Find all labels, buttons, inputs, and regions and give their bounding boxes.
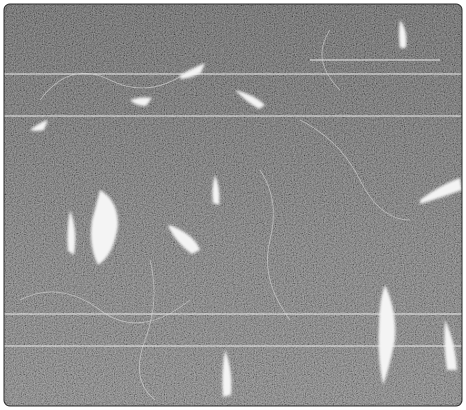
streak — [235, 90, 265, 109]
fiber — [321, 29, 341, 91]
streak — [168, 225, 200, 254]
streak — [130, 97, 152, 106]
streak — [212, 175, 220, 205]
streak — [67, 210, 76, 255]
fiber — [259, 169, 291, 321]
frame — [3, 3, 463, 407]
streak — [30, 120, 48, 131]
fiber — [39, 69, 191, 101]
photo — [4, 4, 462, 406]
streaks — [30, 20, 462, 397]
streak — [90, 190, 118, 265]
streak — [378, 285, 396, 385]
streak — [180, 63, 205, 79]
fiber — [299, 119, 411, 221]
streak — [420, 178, 462, 204]
fiber — [139, 259, 156, 401]
fiber — [19, 291, 191, 324]
streak — [222, 350, 232, 397]
streak — [444, 320, 457, 370]
fibers — [19, 29, 411, 401]
streak — [399, 20, 407, 48]
